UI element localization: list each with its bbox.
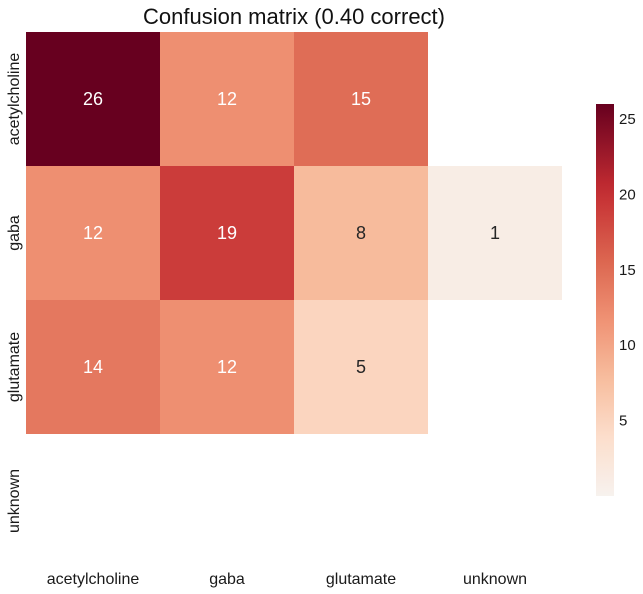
cell-value-label: 26 [83,89,103,109]
colorbar-tick-label: 10 [619,337,636,354]
heatmap-cells: 26 12 15 12 19 8 1 14 12 5 [26,32,562,434]
colorbar-tick-label: 25 [619,111,636,128]
y-tick-labels: acetylcholine gaba glutamate unknown [6,53,23,533]
cell-value-label: 1 [490,223,500,243]
colorbar-tick-label: 5 [619,413,627,430]
y-tick-label: glutamate [6,332,23,402]
y-tick-label: gaba [6,215,23,251]
colorbar-gradient [596,104,614,496]
heatmap-cell [160,32,294,166]
y-tick-label: unknown [6,469,23,533]
cell-value-label: 8 [356,223,366,243]
colorbar-tick-label: 20 [619,186,636,203]
heatmap-cell [294,300,428,434]
x-tick-labels: acetylcholine gaba glutamate unknown [47,571,527,588]
heatmap-cell [160,166,294,300]
x-tick-label: gaba [209,571,245,588]
chart-title: Confusion matrix (0.40 correct) [143,4,445,29]
heatmap-cell [294,166,428,300]
cell-value-label: 5 [356,357,366,377]
colorbar-tick-label: 15 [619,262,636,279]
colorbar: 5 10 15 20 25 [596,104,636,496]
heatmap-cell [26,32,160,166]
cell-value-label: 19 [217,223,237,243]
x-tick-label: unknown [463,571,527,588]
heatmap-cell [26,300,160,434]
cell-value-label: 12 [217,357,237,377]
cell-value-label: 12 [217,89,237,109]
cell-value-label: 12 [83,223,103,243]
cell-value-label: 15 [351,89,371,109]
x-tick-label: glutamate [326,571,396,588]
heatmap-cell [26,166,160,300]
heatmap-cell [294,32,428,166]
heatmap-cell [428,166,562,300]
heatmap-cell [160,300,294,434]
y-tick-label: acetylcholine [6,53,23,146]
cell-value-label: 14 [83,357,103,377]
x-tick-label: acetylcholine [47,571,140,588]
